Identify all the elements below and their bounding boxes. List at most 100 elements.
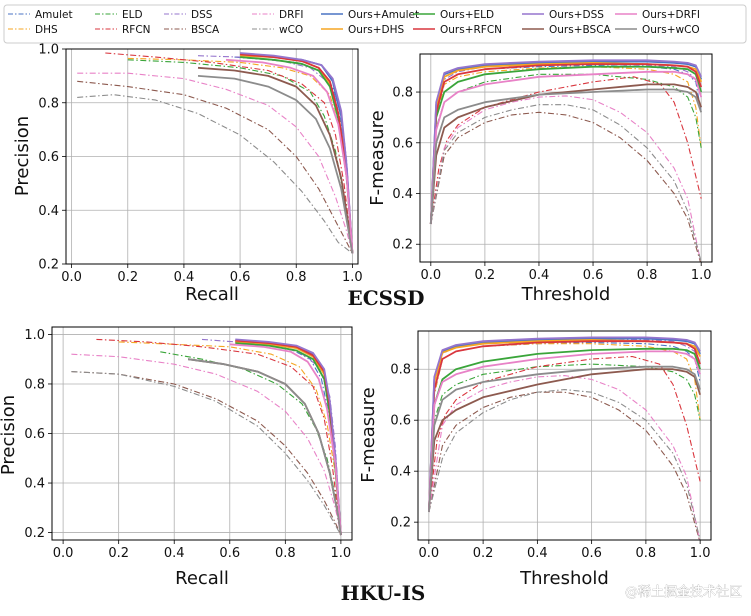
plot-frame: [51, 326, 353, 541]
series-line-ours-bsca: [197, 66, 354, 254]
legend-item-amulet: Amulet: [8, 9, 73, 21]
x-axis-label: Recall: [185, 284, 239, 305]
tick-label-y: 0.6: [38, 150, 59, 165]
tick-label-x: 0.6: [219, 546, 240, 561]
series-line-ours-dss: [240, 52, 354, 254]
tick-label-x: 0.2: [117, 270, 138, 285]
tick-label-y: 0.2: [390, 516, 411, 531]
tick-label-y: 0.8: [38, 96, 59, 111]
tick-label-x: 0.8: [636, 546, 657, 561]
dataset-label-ecssd: ECSSD: [348, 286, 425, 310]
tick-label-x: 0.8: [275, 546, 296, 561]
legend-item-ours-drfi: Ours+DRFI: [615, 9, 700, 21]
series-line-bsca: [77, 80, 353, 254]
tick-label-y: 0.8: [24, 377, 45, 392]
series-line-wco: [77, 94, 353, 254]
tick-label-x: 0.8: [286, 270, 307, 285]
legend-item-wco: wCO: [252, 24, 303, 36]
series-line-rfcn: [428, 355, 701, 513]
chart-hku-is-threshold: 0.0 0.2 0.4 0.6 0.8 1.0 0.2 0.4 0.6 0.8 Threshold F…: [358, 330, 712, 589]
series-line-eld: [127, 59, 353, 254]
series-line-wco: [428, 389, 701, 540]
series-group: [429, 59, 703, 262]
series-line-ours-drfi: [428, 350, 701, 513]
legend-item-drfi: DRFI: [252, 9, 304, 21]
legend-label: Ours+Amulet: [348, 9, 419, 21]
tick-label-x: 0.0: [420, 268, 441, 283]
tick-label-y: 0.2: [392, 238, 413, 253]
legend-item-bsca: BSCA: [164, 24, 220, 36]
tick-label-y: 0.4: [392, 187, 413, 202]
y-axis-label: F-measure: [358, 387, 379, 482]
series-line-bsca: [428, 391, 700, 540]
legend-item-ours-dss: Ours+DSS: [522, 9, 604, 21]
tick-label-y: 0.4: [24, 477, 45, 492]
series-line-ours-dss: [428, 336, 701, 513]
tick-label-x: 0.6: [583, 268, 604, 283]
tick-label-y: 0.8: [390, 363, 411, 378]
legend-label: Ours+RFCN: [440, 24, 502, 36]
tick-label-x: 0.2: [108, 546, 129, 561]
series-line-ours-bsca: [187, 358, 342, 536]
series-line-ours-eld: [429, 65, 703, 225]
plot-frame: [65, 48, 359, 265]
series-group: [71, 338, 342, 536]
series-line-drfi: [77, 72, 353, 254]
series-line-wco: [430, 104, 702, 262]
series-line-bsca: [430, 111, 702, 262]
dataset-label-hku-is: HKU-IS: [341, 581, 426, 605]
series-line-drfi: [71, 353, 342, 536]
series-line-amulet: [428, 341, 701, 513]
series-line-ours-rfcn: [428, 340, 701, 513]
tick-label-x: 0.4: [164, 546, 185, 561]
tick-label-y: 0.8: [392, 86, 413, 101]
tick-label-y: 0.6: [390, 414, 411, 429]
tick-label-x: 1.0: [691, 268, 712, 283]
series-line-dhs: [118, 341, 342, 536]
legend-item-ours-wco: Ours+wCO: [615, 24, 700, 36]
series-line-bsca: [71, 371, 342, 536]
series-group: [428, 336, 701, 540]
legend-item-ours-rfcn: Ours+RFCN: [413, 24, 502, 36]
series-line-dss: [197, 55, 353, 254]
x-axis-label: Threshold: [521, 284, 611, 305]
plot-frame: [417, 330, 712, 541]
tick-label-x: 0.0: [419, 546, 440, 561]
tick-label-x: 0.0: [53, 546, 74, 561]
series-line-eld: [430, 73, 702, 225]
tick-label-x: 1.0: [342, 270, 363, 285]
series-line-ours-drfi: [225, 58, 354, 254]
legend-label: Ours+BSCA: [549, 24, 612, 36]
chart-hku-is-recall: 0.0 0.2 0.4 0.6 0.8 1.0 0.2 0.4 0.6 0.8 1.0 Recall P…: [0, 326, 353, 589]
series-line-ours-wco: [428, 365, 701, 513]
tick-label-y: 0.2: [24, 526, 45, 541]
tick-label-y: 1.0: [24, 328, 45, 343]
tick-label-y: 0.2: [38, 258, 59, 273]
series-line-wco: [71, 371, 342, 536]
legend-label: wCO: [279, 24, 303, 36]
chart-ecssd-recall: 0.0 0.2 0.4 0.6 0.8 1.00.20.40.60.81.0RecallP…: [12, 43, 363, 306]
tick-label-x: 0.6: [581, 546, 602, 561]
series-line-ours-rfcn: [429, 63, 703, 225]
legend-item-dhs: DHS: [8, 24, 58, 36]
tick-label-x: 0.4: [527, 546, 548, 561]
tick-label-y: 0.6: [24, 427, 45, 442]
series-line-ours-bsca: [428, 368, 701, 513]
tick-label-y: 1.0: [38, 43, 59, 58]
legend: Amulet DHS ELD RFCN DSS BSCA DRFI wCO Ours+Amule…: [3, 4, 747, 44]
series-line-ours-drfi: [229, 343, 342, 536]
series-line-ours-rfcn: [240, 53, 354, 254]
series-line-eld: [160, 351, 342, 536]
legend-label: RFCN: [122, 24, 151, 36]
tick-label-y: 0.4: [38, 204, 59, 219]
legend-label: DHS: [35, 24, 58, 36]
series-line-rfcn: [430, 76, 702, 225]
series-line-ours-dss: [429, 59, 703, 225]
series-line-rfcn: [96, 338, 342, 536]
tick-label-x: 0.2: [473, 546, 494, 561]
tick-label-y: 0.6: [392, 136, 413, 151]
legend-item-ours-bsca: Ours+BSCA: [522, 24, 612, 36]
legend-item-ours-eld: Ours+ELD: [413, 9, 494, 21]
